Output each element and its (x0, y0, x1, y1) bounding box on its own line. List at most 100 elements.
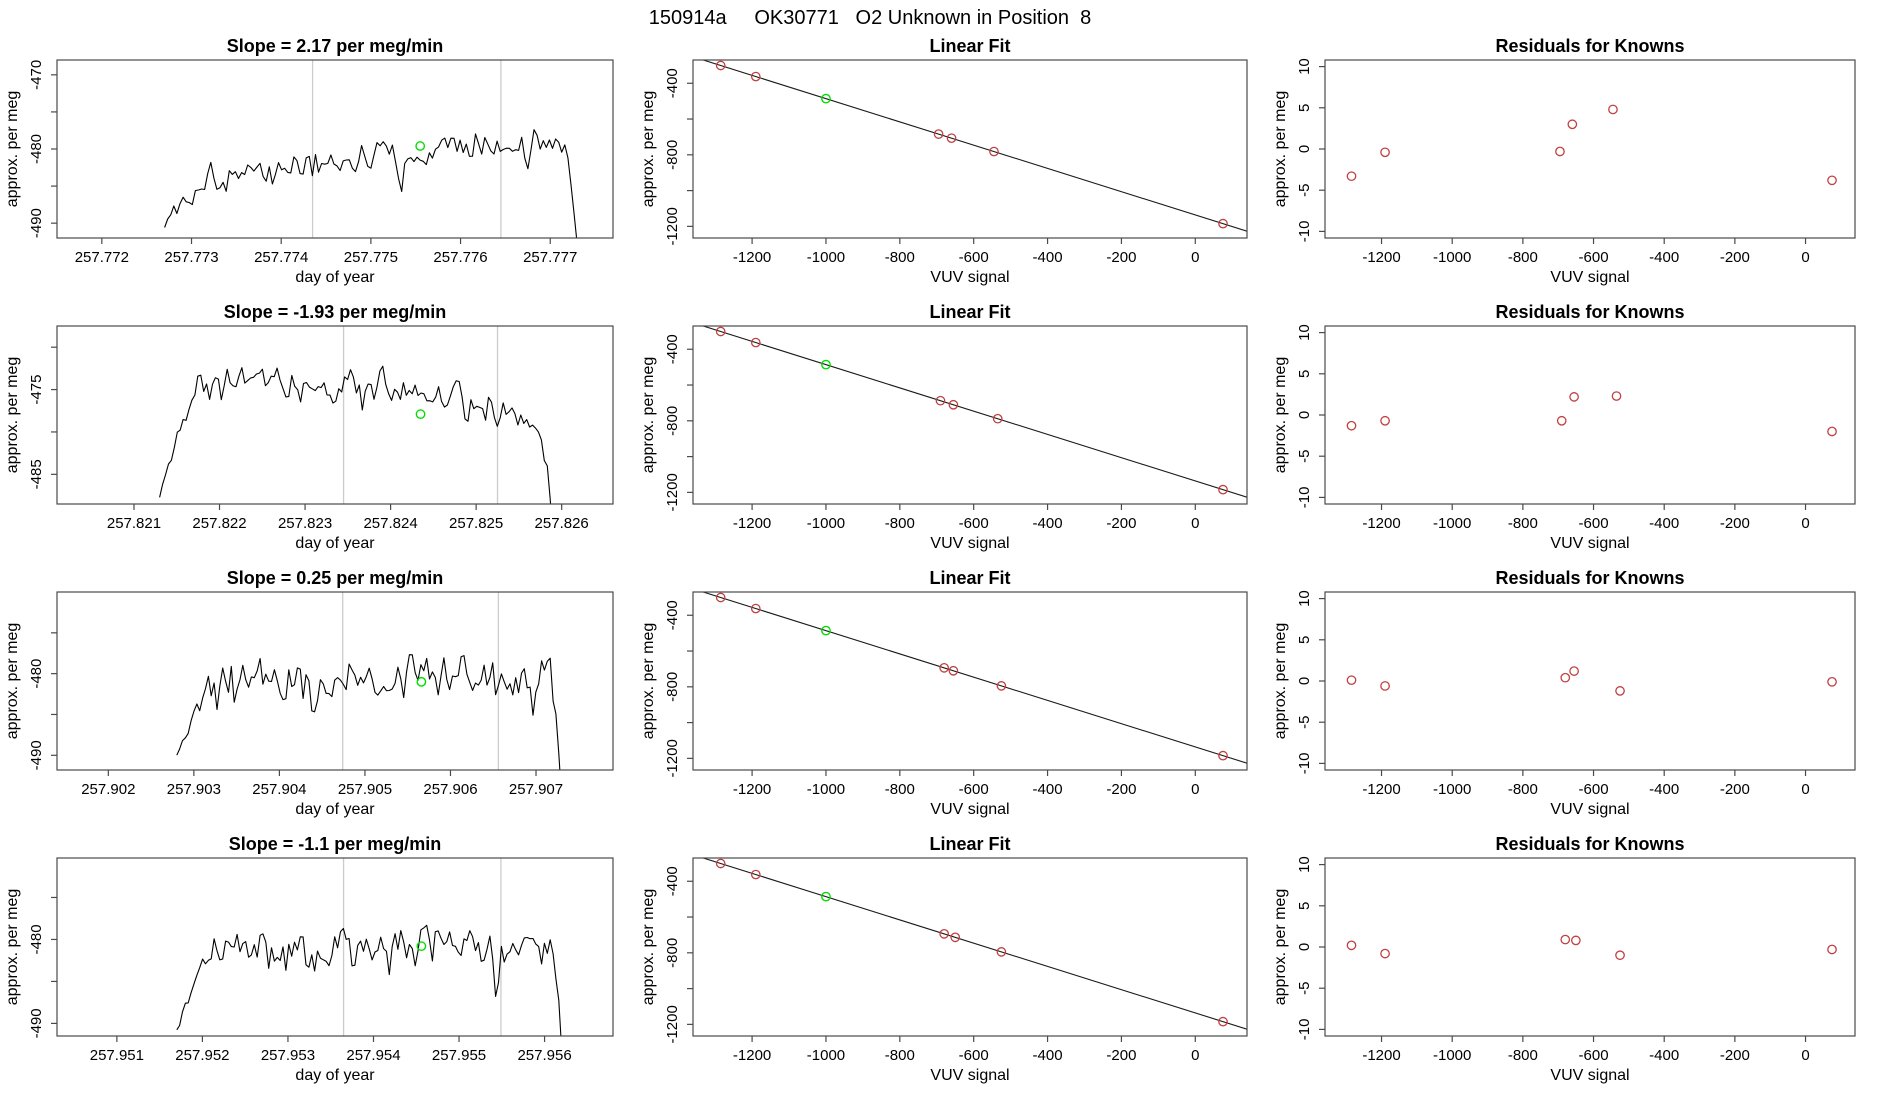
y-axis-label: approx. per meg (4, 91, 21, 208)
x-axis-tick-label: -800 (1508, 515, 1538, 532)
x-axis-label: day of year (295, 1067, 375, 1084)
plot-area (159, 326, 552, 504)
y-axis-tick-label: -5 (1296, 982, 1313, 995)
x-axis-tick-label: -800 (885, 781, 915, 798)
vuv-series-line (159, 365, 552, 504)
y-axis-tick-label: -480 (28, 134, 45, 164)
x-axis-tick-label: 257.956 (517, 1047, 571, 1064)
x-axis-tick-label: 257.822 (192, 515, 246, 532)
y-axis-tick-label: 0 (1296, 145, 1313, 153)
y-axis-tick-label: -400 (664, 600, 681, 630)
unknown-point (821, 359, 831, 370)
plot-row-1: Slope = 2.17 per meg/min 257.772 257.773 25… (0, 34, 1900, 300)
x-axis-label: VUV signal (1550, 1067, 1629, 1084)
y-axis-tick-label: -480 (28, 924, 45, 954)
residual-point (1380, 415, 1390, 426)
y-axis-tick-label: -800 (664, 406, 681, 436)
known-point (933, 129, 944, 139)
residual-point (1569, 392, 1579, 402)
x-axis-tick-label: -1200 (733, 249, 771, 266)
fit-line (701, 60, 1247, 232)
y-axis-tick-label: -485 (28, 459, 45, 489)
plot-frame (1324, 857, 1856, 1037)
y-axis-label: approx. per meg (4, 357, 21, 474)
known-point (715, 326, 726, 337)
plot-row-4: Slope = -1.1 per meg/min 257.951 257.952 25… (0, 832, 1900, 1098)
x-axis-label: VUV signal (930, 269, 1009, 286)
known-point (992, 413, 1003, 424)
x-axis-tick-label: -600 (959, 1047, 989, 1064)
y-axis-tick-label: 10 (1296, 324, 1313, 341)
fit-line (701, 592, 1247, 764)
x-axis-tick-label: 0 (1191, 1047, 1199, 1064)
x-axis-tick-label: -400 (1033, 515, 1063, 532)
plot-frame (692, 325, 1248, 505)
y-axis-label: approx. per meg (1272, 91, 1289, 208)
y-axis-tick-label: 5 (1296, 370, 1313, 378)
y-axis-tick-label: -400 (664, 866, 681, 896)
x-axis-tick-label: 257.902 (81, 781, 135, 798)
panel-title: Slope = 2.17 per meg/min (227, 36, 444, 56)
panel-r4-timeseries: Slope = -1.1 per meg/min 257.951 257.952 25… (4, 834, 614, 1084)
plot-frame (56, 591, 614, 771)
residual-point (1611, 391, 1622, 401)
residual-point (1560, 934, 1571, 945)
panel-r4-residuals: Residuals for Knowns-1200 -1000 -800 -600 -4… (1272, 834, 1856, 1084)
plot-row-2: Slope = -1.93 per meg/min 257.821 257.822 2… (0, 300, 1900, 566)
plot-frame (56, 325, 614, 505)
residual-point (1567, 119, 1578, 130)
x-axis-tick-label: -800 (1508, 781, 1538, 798)
residual-point (1380, 147, 1390, 158)
y-axis-tick-label: 0 (1296, 411, 1313, 419)
y-axis-tick-label: -800 (664, 672, 681, 702)
known-point (715, 858, 726, 869)
x-axis-tick-label: 257.824 (363, 515, 417, 532)
x-axis-tick-label: 257.773 (164, 249, 218, 266)
residual-point (1346, 675, 1357, 686)
y-axis-tick-label: 0 (1296, 677, 1313, 685)
fit-line (701, 326, 1247, 498)
vuv-series-line (176, 654, 561, 770)
plot-area (1346, 391, 1837, 437)
y-axis-label: approx. per meg (4, 889, 21, 1006)
x-axis-tick-label: 257.821 (107, 515, 161, 532)
plot-frame (1324, 59, 1856, 239)
panel-r3-linear-fit: Linear Fit -1200 -1000 -800 -600 -400 -200 0 VUV… (640, 568, 1248, 818)
residual-point (1555, 146, 1565, 157)
x-axis-tick-label: -600 (1579, 249, 1609, 266)
plot-area (164, 60, 578, 238)
residual-point (1615, 950, 1625, 961)
panel-r1-linear-fit: Linear Fit -1200 -1000 -800 -600 -400 -200 0 VUV… (640, 36, 1248, 286)
y-axis-label: approx. per meg (640, 623, 657, 740)
y-axis-tick-label: -5 (1296, 184, 1313, 197)
unknown-sample-point (415, 409, 426, 420)
residual-point (1615, 686, 1625, 696)
known-point (989, 146, 999, 157)
x-axis-tick-label: 257.774 (254, 249, 308, 266)
y-axis-label: approx. per meg (640, 889, 657, 1006)
x-axis-tick-label: -400 (1033, 781, 1063, 798)
x-axis-tick-label: -200 (1720, 249, 1750, 266)
x-axis-tick-label: 257.906 (423, 781, 477, 798)
y-axis-tick-label: -1200 (664, 207, 681, 245)
known-point (1218, 750, 1228, 761)
x-axis-label: VUV signal (930, 535, 1009, 552)
known-point (996, 681, 1007, 691)
unknown-point (821, 625, 831, 636)
residual-point (1608, 104, 1618, 115)
x-axis-tick-label: -200 (1106, 515, 1136, 532)
known-point (750, 603, 761, 614)
x-axis-label: VUV signal (1550, 535, 1629, 552)
x-axis-tick-label: -1200 (1362, 1047, 1400, 1064)
y-axis-tick-label: -5 (1296, 716, 1313, 729)
plot-area (1346, 934, 1837, 961)
vuv-series-line (176, 924, 562, 1036)
known-point (715, 592, 726, 603)
plot-frame (692, 857, 1248, 1037)
plot-grid: Slope = 2.17 per meg/min 257.772 257.773 25… (0, 34, 1900, 1098)
x-axis-tick-label: -800 (1508, 1047, 1538, 1064)
y-axis-label: approx. per meg (1272, 623, 1289, 740)
x-axis-tick-label: -600 (1579, 781, 1609, 798)
vuv-series-line (164, 129, 578, 238)
